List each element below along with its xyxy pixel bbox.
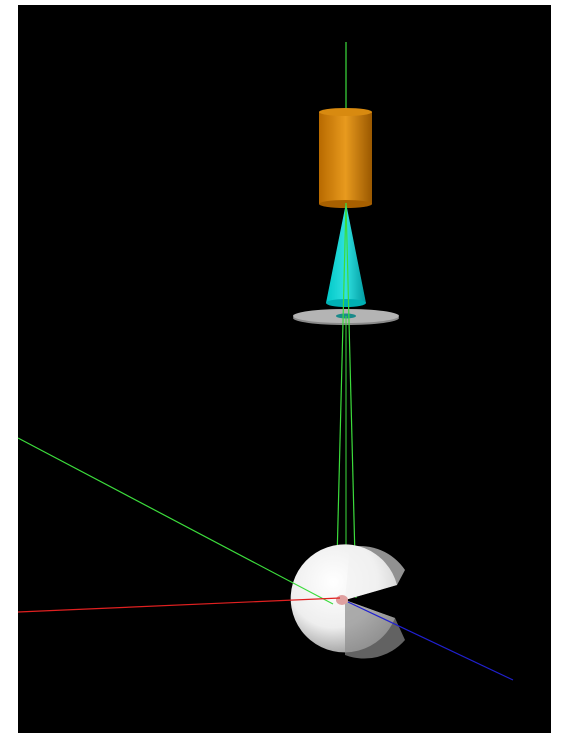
ray xyxy=(335,202,347,601)
viewport xyxy=(18,5,551,733)
x-axis-line xyxy=(17,597,341,613)
cone xyxy=(326,203,366,307)
sphere xyxy=(290,544,405,659)
y-axis-line xyxy=(17,437,334,605)
z-axis-line xyxy=(347,601,514,681)
cylinder xyxy=(319,108,372,208)
ray xyxy=(345,202,357,599)
